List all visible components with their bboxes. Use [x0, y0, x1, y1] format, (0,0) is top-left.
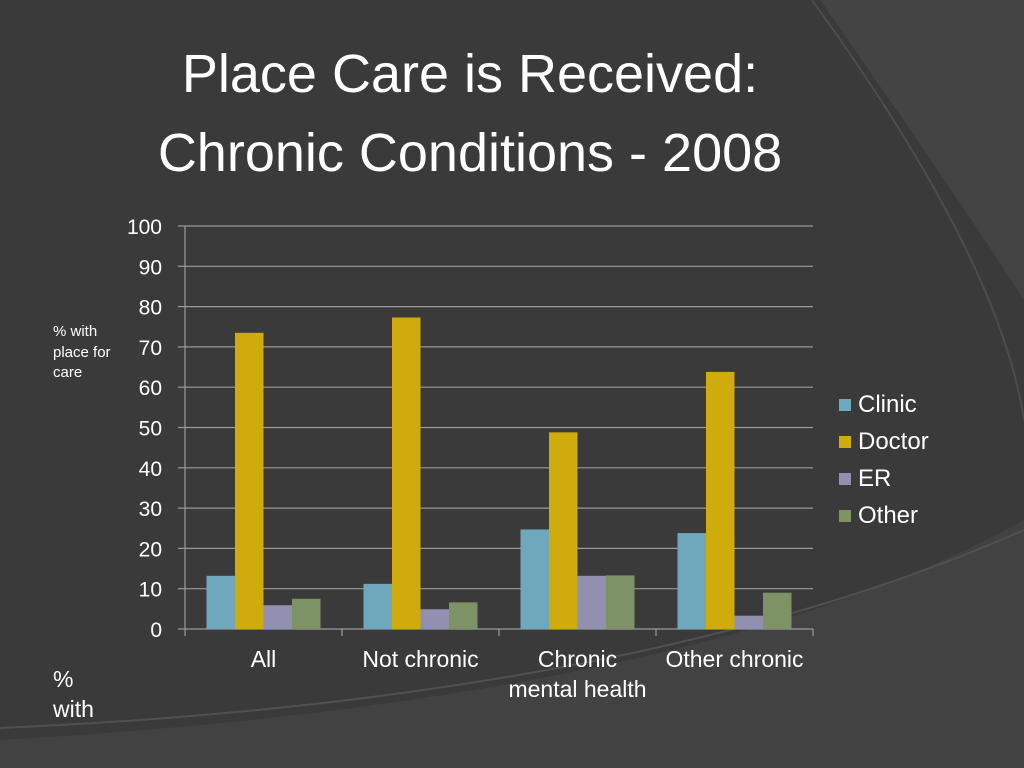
- chart-legend: Clinic Doctor ER Other: [839, 386, 929, 534]
- bar-er-0: [263, 605, 292, 629]
- legend-label: Other: [858, 501, 919, 529]
- slide-title-line-1: Place Care is Received:: [181, 44, 759, 104]
- legend-swatch: [839, 398, 851, 411]
- y-axis-label: % with place for care: [53, 323, 111, 381]
- bar-doctor-1: [392, 317, 421, 629]
- y-tick-label: 20: [139, 538, 162, 561]
- background-bottom-band: [0, 520, 1024, 768]
- bar-er-3: [734, 615, 763, 629]
- slide-title-line-2: Chronic Conditions - 2008: [157, 123, 783, 183]
- legend-swatch: [839, 435, 851, 448]
- bar-doctor-0: [235, 332, 264, 629]
- y-tick-label: 70: [139, 337, 162, 360]
- background-curved-band: [820, 0, 1024, 300]
- y-tick-label: 40: [139, 458, 162, 481]
- legend-item-er: ER: [839, 460, 929, 497]
- bar-other-0: [292, 598, 321, 629]
- y-tick-label: 30: [139, 498, 162, 521]
- y-tick-label: 0: [150, 619, 162, 642]
- legend-item-doctor: Doctor: [839, 423, 929, 460]
- legend-label: Doctor: [858, 427, 929, 455]
- x-category-label: mental health: [508, 676, 646, 702]
- bar-other-2: [606, 575, 635, 629]
- bar-other-3: [763, 592, 792, 629]
- y-tick-label: 90: [139, 256, 162, 279]
- bar-clinic-1: [363, 583, 392, 629]
- legend-label: Clinic: [858, 390, 917, 418]
- x-category-label: Chronic: [538, 646, 617, 672]
- y-tick-label: 100: [127, 216, 162, 239]
- legend-swatch: [839, 472, 851, 485]
- legend-item-other: Other: [839, 497, 929, 534]
- axis-labels: 0 10 20 30 40 50 60 70 80 90 100 All Not chronic Chro…: [127, 216, 804, 702]
- x-category-label: Not chronic: [362, 646, 478, 672]
- bar-doctor-2: [549, 432, 578, 629]
- y-tick-label: 60: [139, 377, 162, 400]
- bar-clinic-0: [206, 575, 235, 629]
- y-tick-label: 10: [139, 579, 162, 602]
- y-axis-label-bottom: % with: [53, 666, 94, 722]
- legend-item-clinic: Clinic: [839, 386, 929, 423]
- bar-er-2: [577, 575, 606, 629]
- x-category-label: All: [251, 646, 277, 672]
- y-tick-label: 50: [139, 418, 162, 441]
- background-curved-arc: [811, 0, 1024, 421]
- y-tick-label: 80: [139, 297, 162, 320]
- bar-clinic-3: [677, 533, 706, 629]
- bar-er-1: [420, 609, 449, 629]
- bar-other-1: [449, 602, 478, 629]
- legend-label: ER: [858, 464, 892, 492]
- bar-doctor-3: [706, 371, 735, 629]
- x-category-label: Other chronic: [665, 646, 803, 672]
- bar-clinic-2: [520, 529, 549, 629]
- background-bottom-arc: [0, 529, 1024, 729]
- legend-swatch: [839, 509, 851, 522]
- bars: [206, 317, 792, 629]
